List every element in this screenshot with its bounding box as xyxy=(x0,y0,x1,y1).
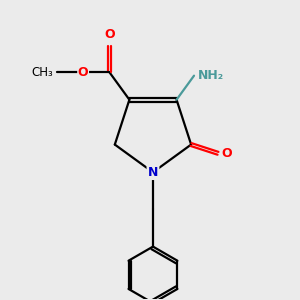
Text: O: O xyxy=(104,28,115,40)
Text: N: N xyxy=(148,166,158,179)
Text: NH₂: NH₂ xyxy=(198,69,224,82)
Text: CH₃: CH₃ xyxy=(32,66,53,79)
Text: O: O xyxy=(78,66,88,79)
Text: O: O xyxy=(222,147,232,160)
